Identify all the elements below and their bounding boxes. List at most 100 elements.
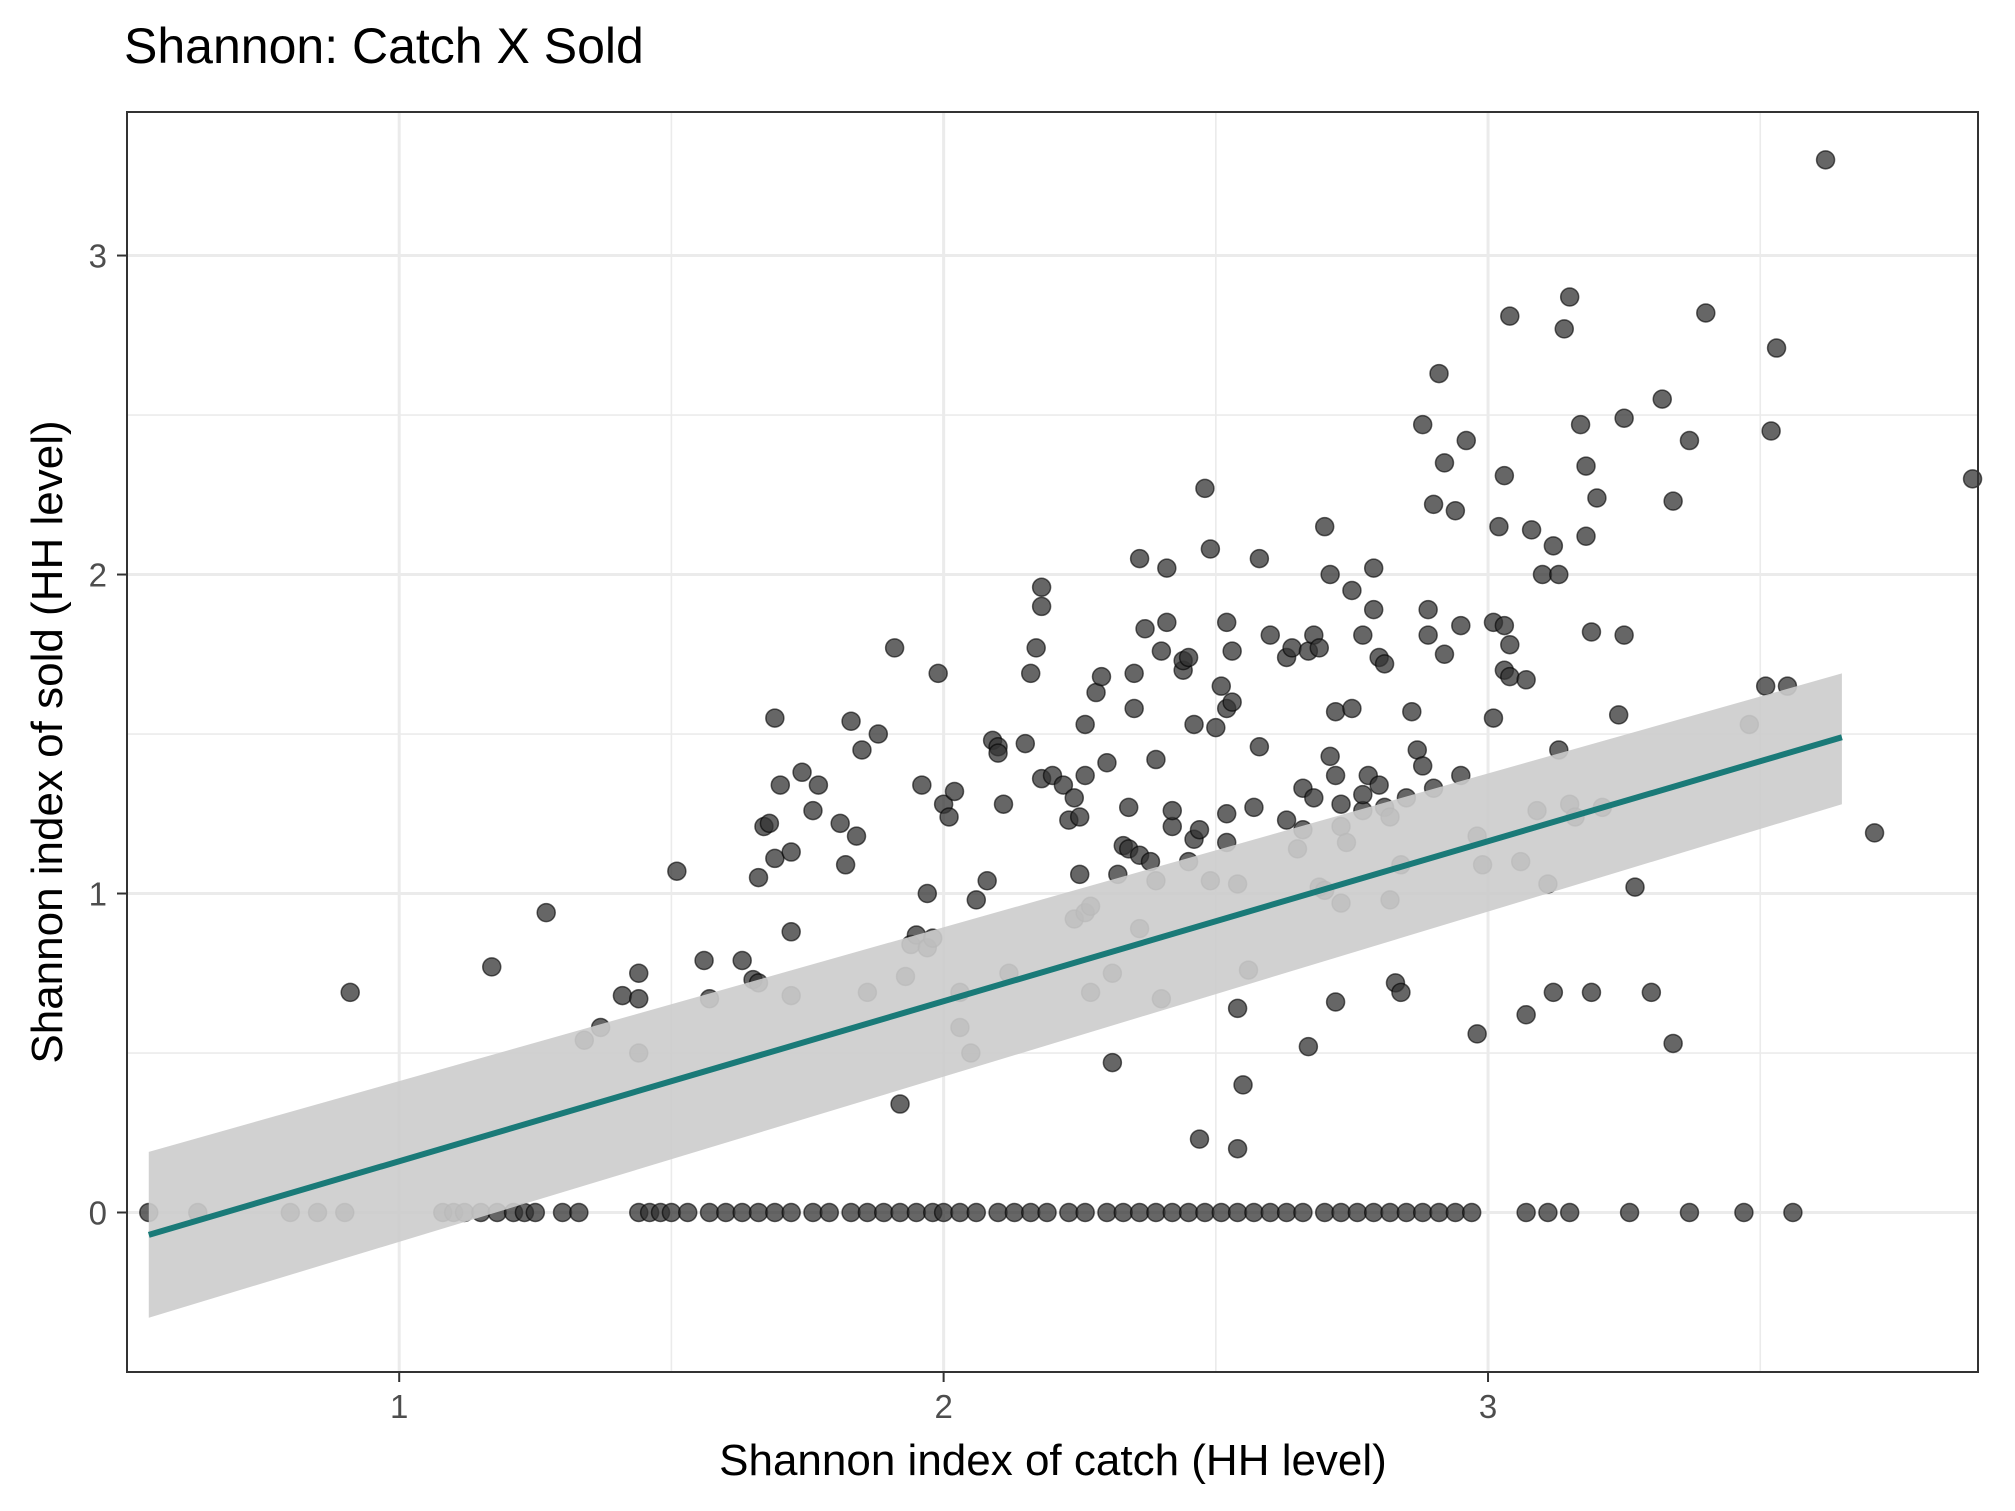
data-point xyxy=(1031,577,1052,598)
data-point xyxy=(1331,794,1351,814)
data-point xyxy=(1663,1033,1683,1054)
data-point xyxy=(1075,1202,1095,1223)
data-point xyxy=(1015,733,1036,754)
data-point xyxy=(1864,823,1885,843)
data-point xyxy=(1129,1202,1150,1223)
x-axis-label: Shannon index of catch (HH level) xyxy=(719,1436,1387,1485)
data-point xyxy=(1576,456,1596,476)
data-point xyxy=(732,950,752,971)
data-point xyxy=(803,800,823,821)
data-point xyxy=(846,826,867,846)
data-point xyxy=(830,813,850,834)
data-point xyxy=(677,1202,698,1223)
data-point xyxy=(1304,788,1324,808)
data-point xyxy=(1325,701,1346,722)
data-point xyxy=(977,871,997,891)
data-point xyxy=(1282,638,1302,658)
data-point xyxy=(1423,494,1444,515)
data-point xyxy=(944,781,965,802)
data-point xyxy=(1663,491,1683,511)
data-point xyxy=(1538,1202,1558,1223)
data-point xyxy=(1532,564,1553,585)
data-point xyxy=(1494,615,1515,636)
data-point xyxy=(732,1202,752,1223)
data-point xyxy=(1374,654,1395,674)
data-point xyxy=(1064,788,1085,808)
data-point xyxy=(1211,1202,1232,1223)
data-point xyxy=(1129,548,1150,569)
data-point xyxy=(868,724,889,744)
data-point xyxy=(1554,319,1574,339)
panel-border xyxy=(126,111,1979,1373)
data-point xyxy=(1543,536,1564,556)
data-point xyxy=(1151,641,1172,661)
data-point xyxy=(1342,580,1362,601)
data-point xyxy=(759,813,780,834)
data-point xyxy=(857,1202,878,1223)
data-point xyxy=(841,711,861,732)
data-point xyxy=(1069,807,1090,827)
data-point xyxy=(1494,465,1515,486)
data-point xyxy=(1679,430,1700,451)
fit-line xyxy=(147,734,1843,1238)
data-point xyxy=(1069,864,1090,885)
data-point xyxy=(1211,676,1232,696)
data-point xyxy=(1222,641,1242,661)
data-point xyxy=(1091,666,1112,687)
data-point xyxy=(628,963,649,984)
data-point xyxy=(1500,634,1520,655)
data-point xyxy=(340,982,360,1003)
data-point xyxy=(1097,1202,1117,1223)
data-point xyxy=(890,1094,910,1114)
data-point xyxy=(1342,698,1362,719)
data-point xyxy=(1178,1202,1199,1223)
data-point xyxy=(1652,389,1672,409)
data-point xyxy=(1412,1202,1433,1223)
data-point xyxy=(808,775,829,795)
data-point xyxy=(781,842,801,862)
data-point xyxy=(988,1202,1008,1223)
data-point xyxy=(781,1202,801,1223)
data-point xyxy=(1734,1202,1754,1223)
data-point xyxy=(1244,1202,1264,1223)
data-point xyxy=(482,957,502,977)
data-point xyxy=(1157,558,1177,578)
data-point xyxy=(1380,1202,1400,1223)
data-point xyxy=(569,1202,589,1223)
data-point xyxy=(748,1202,769,1223)
data-point xyxy=(1412,414,1433,435)
data-point xyxy=(1189,1129,1210,1149)
data-point xyxy=(1614,625,1634,645)
data-point xyxy=(1227,1138,1248,1159)
data-point xyxy=(1353,784,1373,805)
data-point xyxy=(1020,663,1041,684)
data-point xyxy=(890,1202,910,1223)
data-point xyxy=(884,638,905,658)
data-point xyxy=(1157,612,1177,633)
x-axis-ticks: 1 2 3 xyxy=(390,1372,1497,1425)
data-point xyxy=(1608,705,1629,725)
data-point xyxy=(928,663,948,684)
data-point xyxy=(536,902,556,923)
data-point xyxy=(803,1202,823,1223)
data-point xyxy=(1516,1202,1536,1223)
data-point xyxy=(1195,1202,1215,1223)
data-point xyxy=(1696,303,1716,323)
data-point xyxy=(1619,1202,1640,1223)
data-point xyxy=(1429,363,1449,384)
data-point xyxy=(699,1202,720,1223)
data-point xyxy=(1434,644,1455,665)
data-point xyxy=(917,883,938,904)
data-point xyxy=(1135,619,1155,639)
data-point xyxy=(1363,599,1384,620)
data-point xyxy=(1004,1202,1025,1223)
data-point xyxy=(781,922,801,942)
data-point xyxy=(1146,749,1166,770)
data-point xyxy=(1451,615,1471,636)
data-point xyxy=(1347,1202,1368,1223)
data-point xyxy=(525,1202,546,1223)
data-point xyxy=(1434,453,1455,473)
data-point xyxy=(1124,698,1144,719)
data-point xyxy=(1037,1202,1057,1223)
